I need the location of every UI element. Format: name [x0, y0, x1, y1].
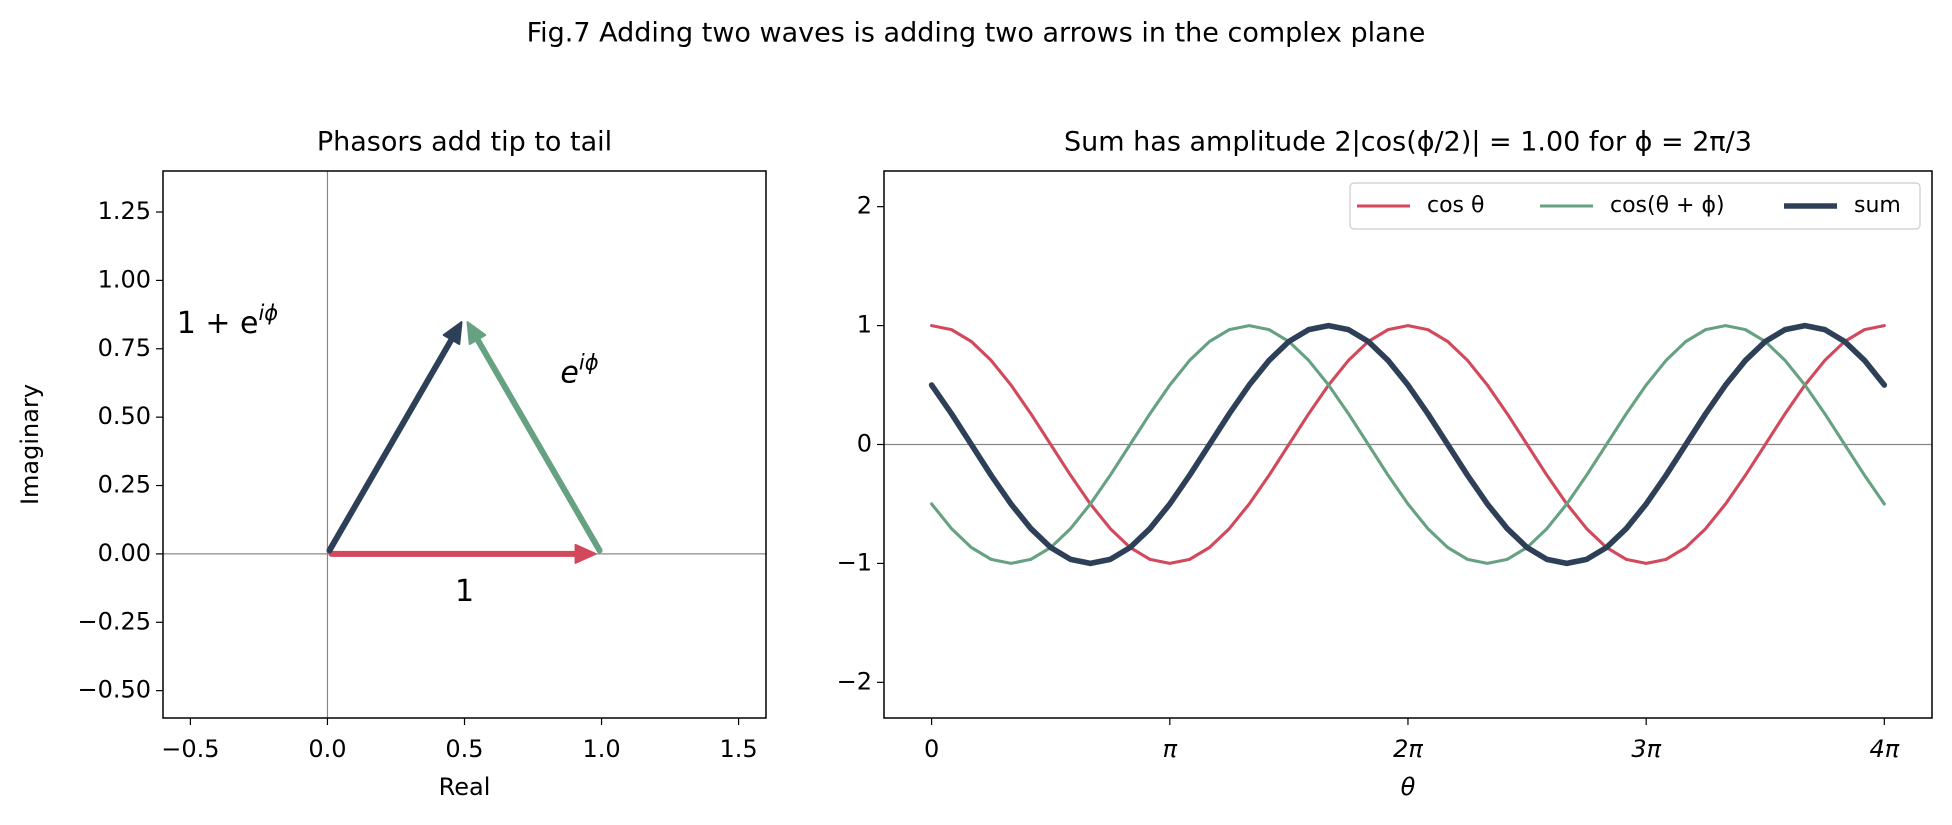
y-tick-label: −0.50 — [77, 676, 151, 704]
phasor-label: 1 — [455, 574, 474, 609]
phasor-label: eiϕ — [560, 350, 598, 390]
label-superscript: iϕ — [258, 301, 278, 325]
label-text: 1 — [455, 574, 474, 609]
y-tick-label: 1.25 — [98, 197, 151, 225]
y-tick-label: −1 — [837, 548, 872, 576]
y-tick-label: −0.25 — [77, 607, 151, 635]
phasor-label: 1 + eiϕ — [177, 301, 279, 341]
y-tick-label: 1.00 — [98, 265, 151, 293]
series-line — [930, 324, 1886, 565]
y-tick-label: 0.25 — [98, 471, 151, 499]
series-line — [928, 322, 1888, 567]
x-axis-label: Real — [439, 773, 491, 801]
x-tick-label: 4π — [1869, 735, 1899, 763]
y-tick-label: 2 — [857, 192, 872, 220]
y-axis-label: Imaginary — [16, 384, 44, 505]
y-tick-label: 0.50 — [98, 402, 151, 430]
phasor-arrow — [326, 333, 457, 554]
axes-frame — [162, 170, 767, 719]
legend-box — [1349, 182, 1921, 230]
phasor-arrow — [472, 333, 603, 554]
x-tick-label: 0.0 — [308, 735, 346, 763]
legend-label: sum — [1854, 193, 1901, 218]
y-tick-label: 0 — [857, 430, 872, 458]
x-tick-label: 2π — [1393, 735, 1423, 763]
y-tick-label: −2 — [837, 667, 872, 695]
axes-title: Phasors add tip to tail — [317, 127, 612, 158]
x-tick-label: 0.5 — [445, 735, 483, 763]
x-axis-label: θ — [1401, 773, 1416, 801]
y-tick-label: 0.75 — [98, 334, 151, 362]
x-tick-label: π — [1163, 735, 1178, 763]
y-tick-label: 1 — [857, 311, 872, 339]
x-tick-label: 3π — [1631, 735, 1661, 763]
label-superscript: iϕ — [579, 350, 599, 374]
arrow-head — [574, 543, 597, 564]
x-tick-label: −0.5 — [161, 735, 219, 763]
label-text: 1 + e — [177, 306, 259, 341]
arrow-head — [442, 321, 463, 346]
axes-title: Sum has amplitude 2|cos(ϕ/2)| = 1.00 for… — [1064, 127, 1752, 158]
label-text: e — [560, 355, 578, 390]
x-tick-label: 0 — [924, 735, 939, 763]
y-tick-label: 0.00 — [98, 539, 151, 567]
arrow-head — [466, 321, 487, 346]
axes-frame — [883, 170, 1933, 719]
legend-label: cos θ — [1427, 193, 1484, 218]
legend-label: cos(θ + ϕ) — [1610, 193, 1725, 218]
figure-title: Fig.7 Adding two waves is adding two arr… — [527, 18, 1426, 49]
x-tick-label: 1.0 — [582, 735, 620, 763]
x-tick-label: 1.5 — [720, 735, 758, 763]
legend: cos θ cos(θ + ϕ) sum — [1349, 182, 1921, 230]
